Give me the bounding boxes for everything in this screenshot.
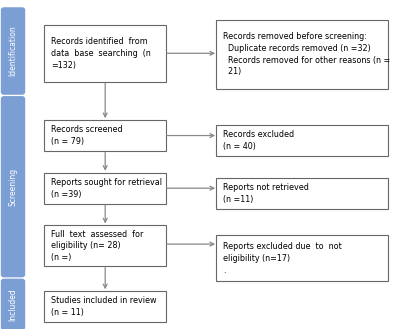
- Text: Records identified  from
data  base  searching  (n
=132): Records identified from data base search…: [51, 37, 150, 70]
- Text: Records removed before screening:
  Duplicate records removed (n =32)
  Records : Records removed before screening: Duplic…: [223, 32, 390, 76]
- FancyBboxPatch shape: [44, 173, 166, 204]
- Text: Screening: Screening: [8, 168, 18, 206]
- Text: Reports sought for retrieval
(n =39): Reports sought for retrieval (n =39): [51, 178, 162, 199]
- FancyBboxPatch shape: [216, 235, 388, 281]
- FancyBboxPatch shape: [216, 20, 388, 89]
- Text: Studies included in review
(n = 11): Studies included in review (n = 11): [51, 296, 156, 317]
- FancyBboxPatch shape: [1, 96, 25, 277]
- FancyBboxPatch shape: [216, 178, 388, 209]
- FancyBboxPatch shape: [1, 279, 25, 329]
- Text: Identification: Identification: [8, 26, 18, 76]
- FancyBboxPatch shape: [216, 125, 388, 156]
- Text: Reports not retrieved
(n =11): Reports not retrieved (n =11): [223, 183, 309, 204]
- FancyBboxPatch shape: [44, 225, 166, 266]
- FancyBboxPatch shape: [44, 120, 166, 151]
- Text: Records screened
(n = 79): Records screened (n = 79): [51, 125, 122, 146]
- FancyBboxPatch shape: [44, 25, 166, 82]
- Text: Included: Included: [8, 288, 18, 321]
- FancyBboxPatch shape: [1, 7, 25, 95]
- Text: Records excluded
(n = 40): Records excluded (n = 40): [223, 130, 294, 151]
- Text: Reports excluded due  to  not
eligibility (n=17)
.: Reports excluded due to not eligibility …: [223, 242, 342, 275]
- Text: Full  text  assessed  for
eligibility (n= 28)
(n =): Full text assessed for eligibility (n= 2…: [51, 230, 143, 262]
- FancyBboxPatch shape: [44, 291, 166, 322]
